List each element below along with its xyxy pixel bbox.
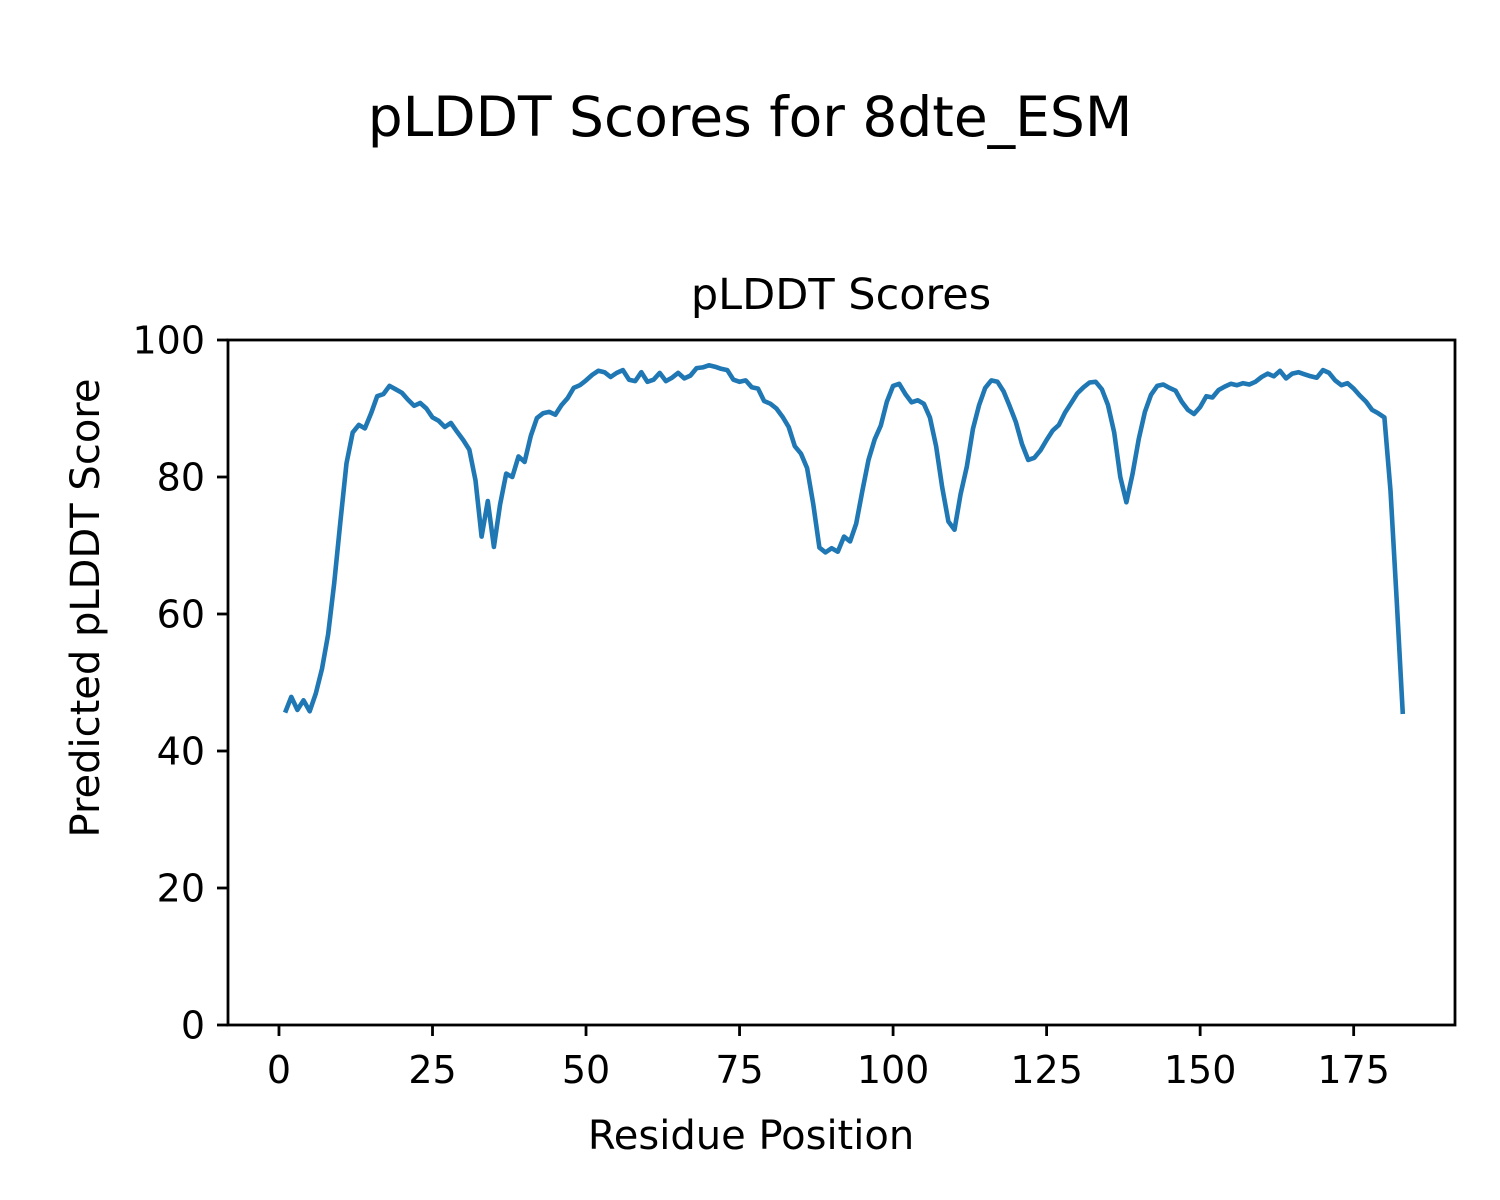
- plddt-line-series: [282, 363, 1406, 715]
- x-tick-label: 150: [1164, 1048, 1237, 1092]
- x-axis-label: Residue Position: [587, 1113, 915, 1159]
- figure-title: pLDDT Scores for 8dte_ESM: [367, 85, 1133, 149]
- x-tick-group: 0 25 50 75 100 125 150 175: [267, 1025, 1390, 1092]
- x-tick-label: 75: [715, 1048, 763, 1092]
- y-tick-label: 40: [157, 730, 205, 774]
- x-tick-label: 25: [408, 1048, 456, 1092]
- x-tick-label: 125: [1010, 1048, 1083, 1092]
- y-tick-label: 20: [157, 867, 205, 911]
- y-tick-group: 0 20 40 60 80 100: [132, 319, 228, 1048]
- y-tick-label: 0: [181, 1004, 205, 1048]
- y-tick-label: 60: [157, 593, 205, 637]
- x-tick-label: 50: [562, 1048, 610, 1092]
- axes-group: [226, 338, 1457, 1027]
- y-tick-label: 100: [132, 319, 205, 363]
- line-series-group: [282, 363, 1406, 715]
- axes-title: pLDDT Scores: [690, 270, 992, 320]
- x-tick-label: 100: [857, 1048, 930, 1092]
- plot-box-spines: [226, 338, 1457, 1027]
- x-tick-label: 175: [1317, 1048, 1390, 1092]
- x-tick-label: 0: [267, 1048, 291, 1092]
- y-tick-label: 80: [157, 456, 205, 500]
